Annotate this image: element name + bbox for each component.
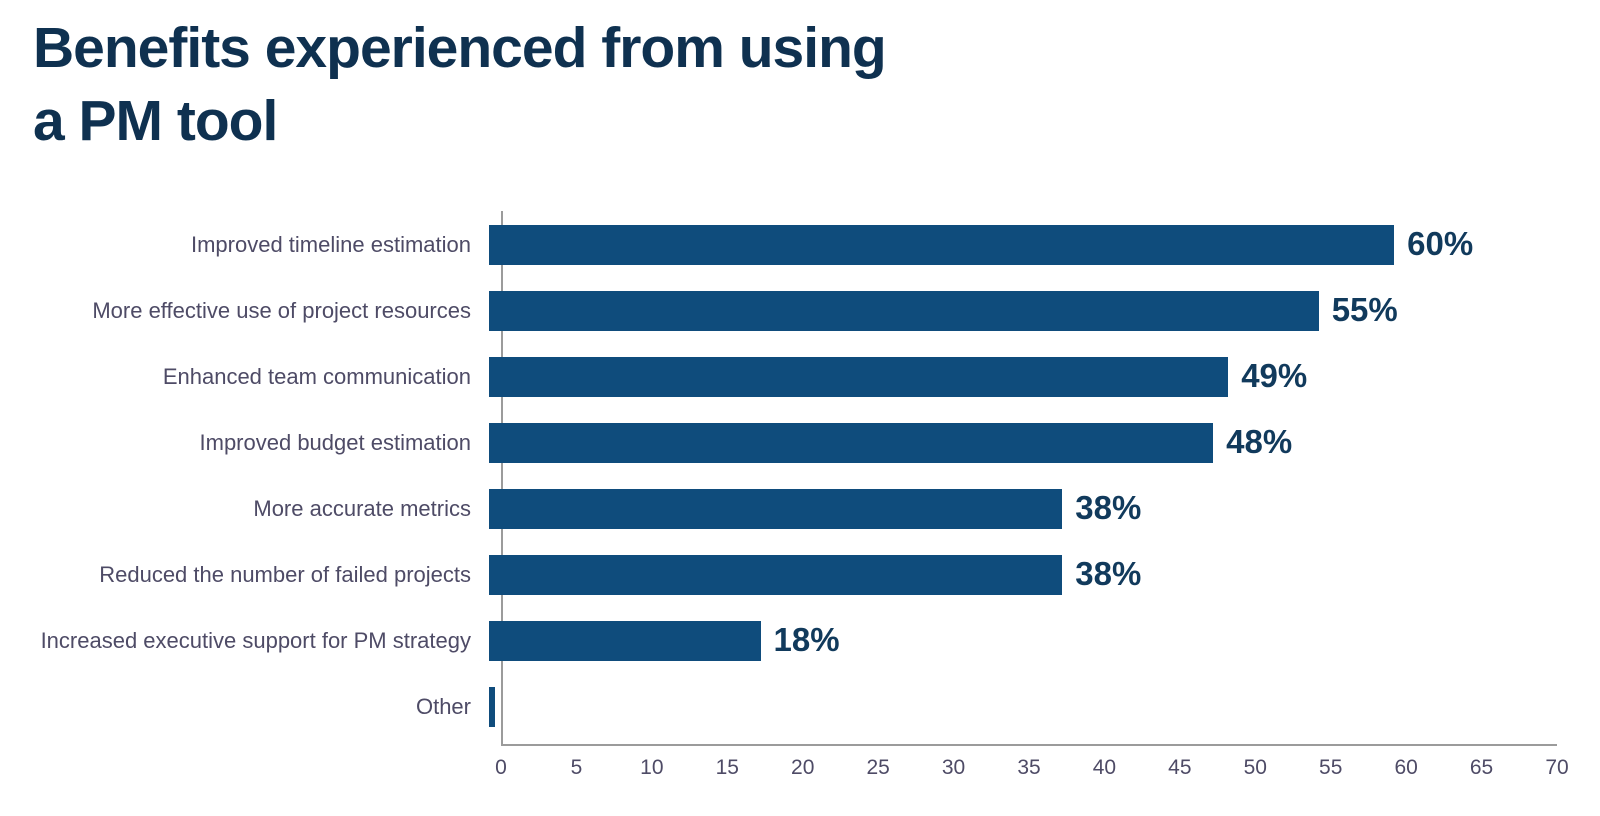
- x-tick-label: 45: [1168, 756, 1192, 779]
- bar-value-label: 55%: [1331, 291, 1398, 329]
- page-title-line2: a PM tool: [33, 88, 278, 153]
- x-tick-label: 70: [1545, 756, 1569, 779]
- x-tick-label: 60: [1394, 756, 1418, 779]
- bar-track: 55%: [489, 291, 1545, 331]
- bar-row: More effective use of project resources …: [0, 278, 1600, 344]
- bar: [489, 555, 1063, 595]
- bar-track: 48%: [489, 423, 1545, 463]
- x-tick-label: 40: [1092, 756, 1117, 779]
- category-label: Improved timeline estimation: [190, 232, 471, 257]
- bar-row: Increased executive support for PM strat…: [0, 608, 1600, 674]
- bar: [489, 225, 1395, 265]
- category-label: Enhanced team communication: [162, 364, 471, 389]
- x-tick-label: 55: [1319, 756, 1343, 779]
- bar-track: 49%: [489, 357, 1545, 397]
- bar-value-label: 38%: [1075, 489, 1142, 527]
- page-title: Benefits experienced from using a PM too…: [33, 12, 887, 158]
- x-tick-label: 10: [640, 756, 664, 779]
- category-label: Increased executive support for PM strat…: [40, 628, 471, 653]
- category-label: Other: [415, 694, 471, 719]
- category-label: Improved budget estimation: [199, 430, 472, 455]
- x-tick-label: 50: [1243, 756, 1267, 779]
- category-label: More accurate metrics: [253, 496, 471, 521]
- bar-row: Reduced the number of failed projects 38…: [0, 542, 1600, 608]
- bar-row: Other: [0, 674, 1600, 740]
- category-label: More effective use of project resources: [92, 298, 471, 323]
- x-tick-label: 35: [1017, 756, 1041, 779]
- bar: [489, 357, 1229, 397]
- plot-area-axes: [501, 211, 1557, 746]
- x-axis-ticks: 0 5 10 15 20 25 30 35 40 45 50 55 60 65 70: [495, 756, 1569, 786]
- bar: [489, 621, 761, 661]
- bar-value-label: 49%: [1241, 357, 1308, 395]
- bar-row: Improved timeline estimation 60%: [0, 212, 1600, 278]
- bar-track: 18%: [489, 621, 1545, 661]
- bar: [489, 489, 1063, 529]
- bar: [489, 291, 1319, 331]
- bar-track: 60%: [489, 225, 1545, 265]
- category-label: Reduced the number of failed projects: [99, 562, 471, 587]
- x-tick-label: 30: [941, 756, 966, 779]
- bar-row: Enhanced team communication 49%: [0, 344, 1600, 410]
- bar-value-label: 18%: [773, 621, 840, 659]
- bar-value-label: 48%: [1226, 423, 1293, 461]
- x-tick-label: 25: [866, 756, 890, 779]
- bar: [489, 423, 1214, 463]
- bar-track: 38%: [489, 555, 1545, 595]
- page-title-line1: Benefits experienced from using: [33, 16, 887, 80]
- bar-value-label: 60%: [1407, 225, 1474, 263]
- bar-value-label: 38%: [1075, 555, 1142, 593]
- bar-row: More accurate metrics 38%: [0, 476, 1600, 542]
- x-tick-label: 5: [570, 756, 583, 779]
- bar: [489, 687, 496, 727]
- x-tick-label: 20: [791, 756, 815, 779]
- bar-row: Improved budget estimation 48%: [0, 410, 1600, 476]
- bar-rows: Improved timeline estimation 60% More ef…: [0, 212, 1600, 740]
- x-tick-label: 65: [1469, 756, 1494, 779]
- x-tick-label: 0: [495, 756, 507, 779]
- bar-track: 38%: [489, 489, 1545, 529]
- x-tick-label: 15: [715, 756, 739, 779]
- bar-track: [489, 687, 1545, 727]
